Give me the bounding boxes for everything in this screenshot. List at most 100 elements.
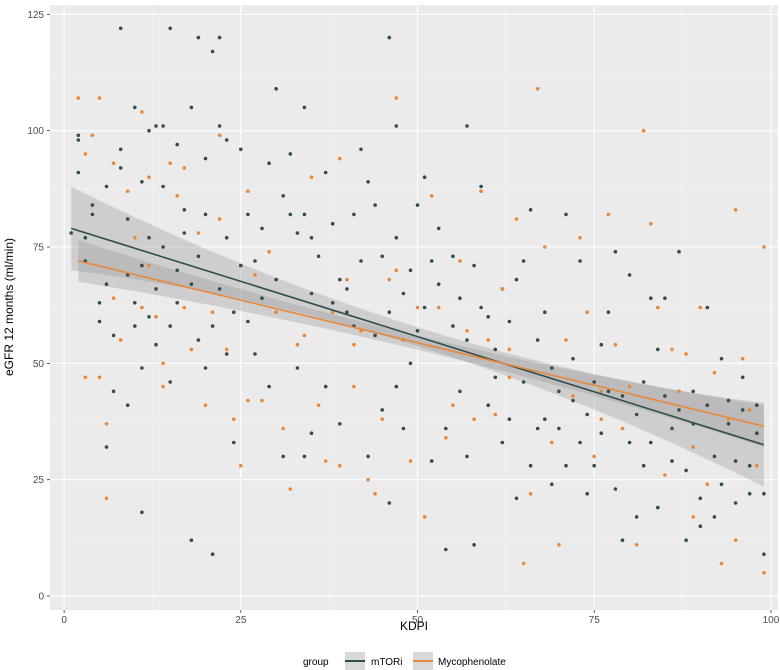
data-point [373,491,377,496]
data-point [118,26,123,31]
data-point [182,305,187,310]
axis-ticks [47,13,772,613]
data-point [366,477,370,482]
data-point [140,110,144,114]
data-point [316,403,321,408]
trend-line [70,227,765,446]
data-point [458,389,462,394]
data-point [373,333,377,338]
data-point [712,515,717,519]
data-point [726,422,731,426]
data-point [627,384,632,389]
data-point [111,333,116,338]
data-point [684,538,688,542]
data-point [352,384,356,389]
data-point [571,398,575,403]
data-point [444,547,448,552]
data-point [90,203,95,207]
data-point [302,333,307,338]
data-point [486,403,491,408]
data-point [677,408,681,412]
y-tick-label: 100 [27,126,44,137]
data-point [76,96,81,100]
data-point [338,422,342,426]
data-point [288,212,293,217]
data-point [118,338,123,342]
data-point [613,249,618,254]
data-point [521,380,526,384]
data-point [281,194,286,198]
data-point [203,403,208,408]
data-point [175,301,179,305]
data-point [217,217,222,221]
data-point [408,361,413,366]
data-point [451,403,455,408]
data-point [97,375,102,380]
data-point [444,426,448,431]
data-point [592,463,596,468]
data-point [557,389,561,394]
data-point [620,426,625,431]
data-point [599,389,604,394]
plot-panel [50,5,778,610]
data-point [641,380,646,384]
data-point [691,515,695,519]
data-point [260,226,264,231]
data-point [267,249,271,254]
data-point [620,394,625,398]
data-point [76,138,81,142]
data-point [422,305,427,310]
data-point [323,384,328,389]
data-point [338,156,342,161]
data-point [203,212,208,217]
data-points [69,26,766,575]
data-point [253,259,257,263]
data-point [578,440,582,445]
data-point [380,408,385,412]
data-point [641,128,646,133]
data-point [436,305,441,310]
data-point [239,147,243,152]
data-point [217,124,222,128]
data-point [712,454,717,459]
data-point [550,440,554,445]
data-point [627,273,632,277]
data-point [528,491,533,496]
data-point [210,49,215,54]
data-point [451,324,455,328]
data-point [345,310,349,315]
data-point [352,212,356,217]
data-point [493,375,498,380]
data-point [352,342,356,347]
data-point [479,184,483,189]
data-point [168,161,172,165]
data-point [366,180,370,184]
data-point [147,175,151,179]
data-point [224,347,229,352]
data-point [288,487,293,491]
data-point [557,426,561,431]
data-point [550,482,554,487]
data-point [514,217,519,221]
data-point [330,221,335,226]
data-point [309,291,314,296]
y-tick-label: 75 [33,243,45,254]
data-point [712,370,717,375]
data-point [133,235,137,240]
data-point [733,208,738,212]
data-point [330,301,335,305]
data-point [267,384,271,389]
data-point [140,305,144,310]
data-point [656,347,660,352]
data-point [465,338,469,342]
data-point [762,552,766,556]
data-point [253,273,257,277]
data-point [246,189,250,193]
data-point [338,463,342,468]
data-point [125,189,130,193]
data-point [677,389,681,394]
data-point [330,310,335,315]
data-point [649,296,653,301]
data-point [76,170,81,175]
data-point [224,352,229,356]
